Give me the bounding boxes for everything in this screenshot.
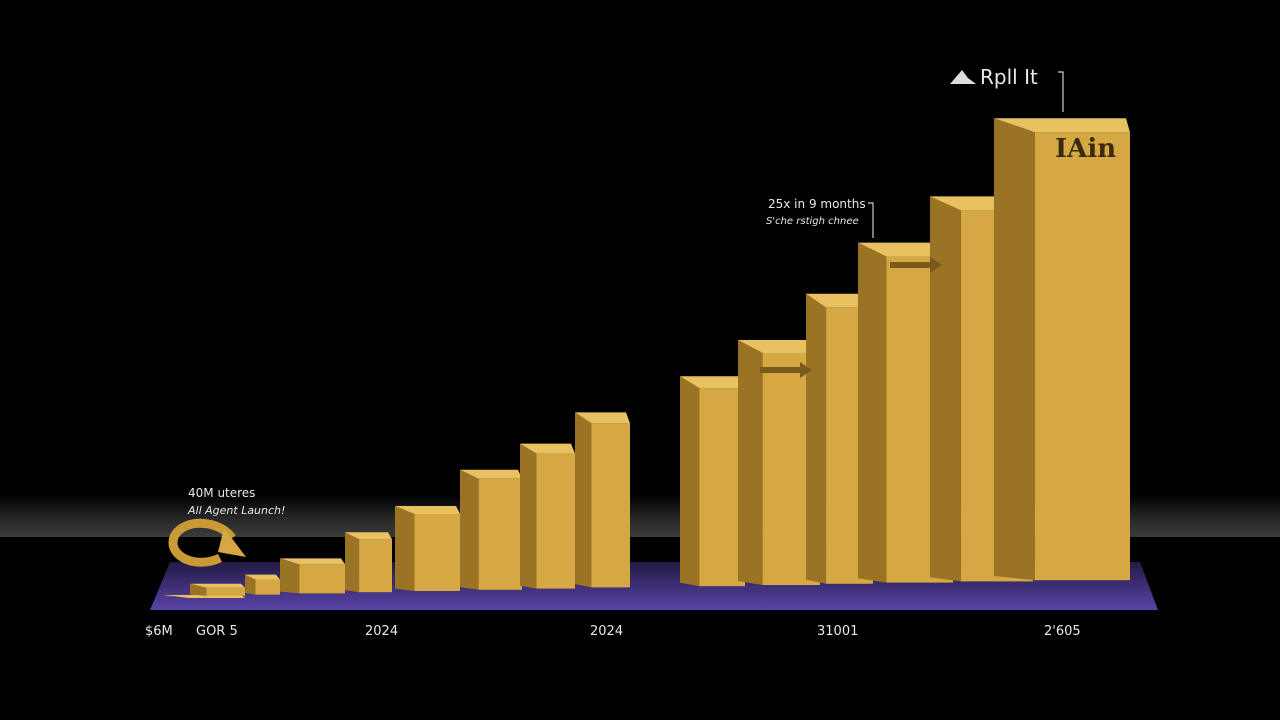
bar-top (190, 583, 245, 588)
bar (395, 506, 460, 591)
bar-top (575, 412, 630, 424)
bar (994, 118, 1130, 581)
bar-side (460, 469, 479, 590)
bar-side (575, 412, 592, 588)
bar (345, 532, 392, 593)
bar-top (520, 443, 575, 454)
bar-side (520, 443, 537, 589)
arrow-right-icon (760, 362, 812, 378)
bar (280, 558, 345, 594)
bar-side (930, 196, 961, 582)
logo-pointer (1058, 71, 1064, 112)
bar-front (1034, 132, 1130, 581)
x-tick-label: 2024 (590, 624, 623, 639)
bar-top (680, 376, 745, 389)
bar-top (345, 532, 392, 540)
arrow-right-icon (890, 257, 942, 273)
bar-top (460, 469, 522, 479)
logo-text: Rpll It (980, 65, 1038, 89)
annotation-mid-subtitle: S'che rstigh chnee (766, 216, 859, 227)
bar-top (806, 293, 873, 308)
bar (190, 583, 245, 596)
bar-top (245, 574, 280, 580)
top-bar-label: IAin (1055, 134, 1116, 164)
x-tick-label: GOR 5 (196, 624, 238, 639)
bar-side (858, 242, 887, 583)
bar-top (395, 506, 460, 514)
bar (680, 376, 745, 587)
annotation-left-title: 40M uteres (188, 486, 255, 500)
logo: Rpll It (950, 65, 1038, 89)
x-tick-label: 2'605 (1044, 624, 1081, 639)
bar-front (299, 564, 345, 594)
bar-front (478, 478, 522, 590)
bar (460, 469, 522, 590)
bar-top (280, 558, 345, 565)
logo-icon (950, 70, 976, 84)
bar-front (359, 539, 392, 593)
bar-front (591, 423, 630, 588)
annotation-mid-title: 25x in 9 months (768, 197, 866, 211)
bar-side (395, 506, 415, 591)
bar-front (414, 514, 460, 591)
bar-front (255, 579, 280, 595)
bar-top (738, 340, 820, 353)
bar-side (738, 340, 763, 585)
bar-front (699, 388, 745, 587)
bar-front (536, 453, 575, 589)
bar (575, 412, 630, 588)
bar-side (806, 293, 827, 584)
annotation-mid-pointer (868, 202, 874, 238)
bar-front (206, 587, 245, 596)
bar-side (280, 558, 300, 594)
x-tick-label: 31001 (817, 624, 858, 639)
bar-side (994, 118, 1035, 581)
bar-top (994, 118, 1130, 133)
annotation-left-subtitle: All Agent Launch! (187, 504, 285, 517)
x-tick-label: $6M (145, 624, 173, 639)
bar (520, 443, 575, 589)
bar (245, 574, 280, 595)
x-tick-label: 2024 (365, 624, 398, 639)
bar-side (245, 574, 256, 595)
bar-side (680, 376, 700, 587)
bar-top (858, 242, 953, 257)
curved-arrow-icon (168, 518, 246, 567)
bar-side (345, 532, 360, 593)
